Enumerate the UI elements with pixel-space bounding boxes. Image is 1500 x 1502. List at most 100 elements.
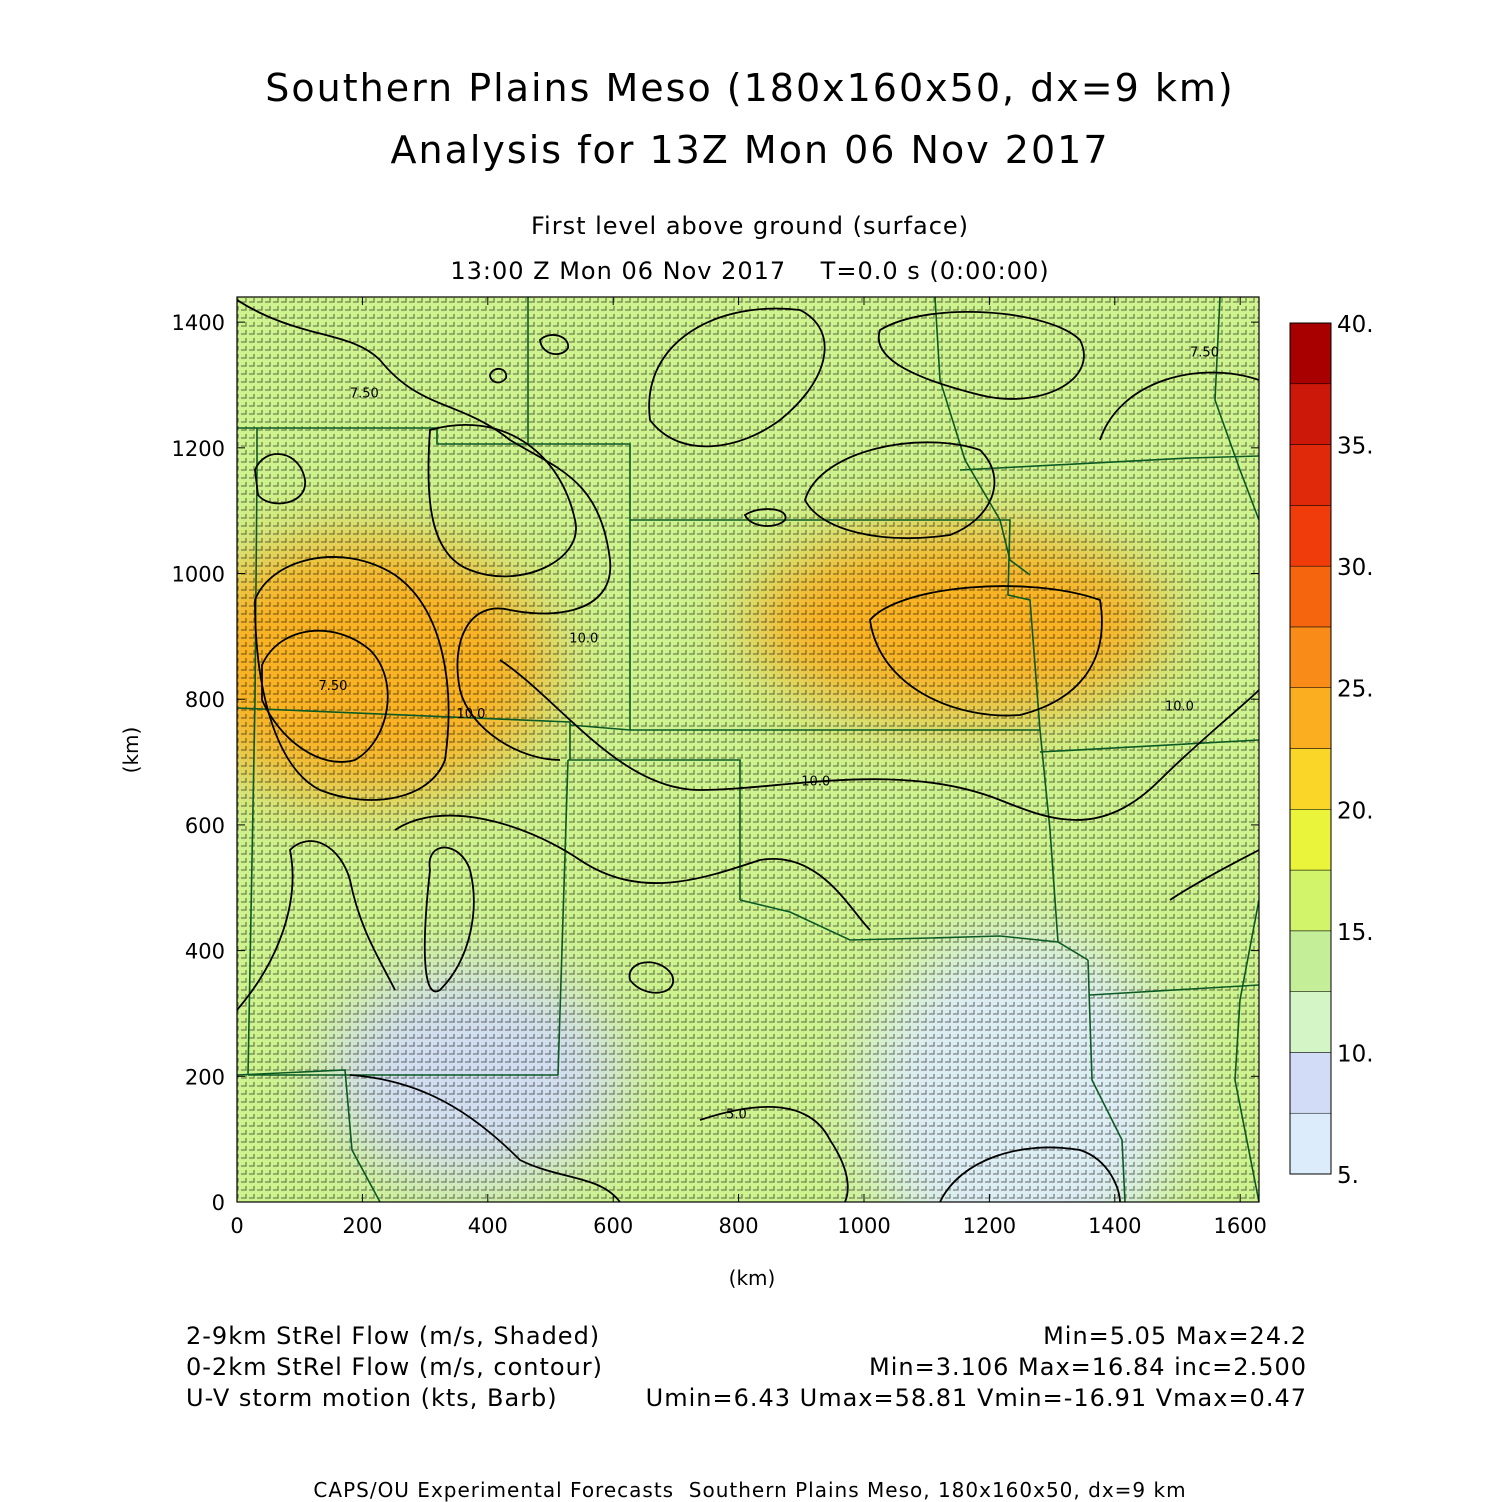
state-boundary <box>569 724 1040 731</box>
contour-line <box>648 307 826 448</box>
state-boundary <box>739 899 1089 961</box>
contour-line <box>699 1106 849 1202</box>
colorbar-swatch <box>1289 687 1332 749</box>
contour-line <box>743 508 787 527</box>
legend-barb-stats: Umin=6.43 Umax=58.81 Vmin=-16.91 Vmax=0.… <box>645 1384 1307 1412</box>
colorbar-swatch <box>1289 748 1332 810</box>
colorbar-tick-label: 30. <box>1337 555 1374 581</box>
colorbar-tick-label: 5. <box>1337 1163 1359 1189</box>
y-tick-label: 0 <box>212 1191 225 1215</box>
contour-line <box>628 961 675 994</box>
contour-line <box>427 424 577 578</box>
y-axis-label: (km) <box>119 727 143 774</box>
state-boundary <box>1234 899 1259 1202</box>
colorbar-tick-label: 40. <box>1337 312 1374 338</box>
legend-contour-stats: Min=3.106 Max=16.84 inc=2.500 <box>869 1353 1307 1381</box>
y-tick-label: 400 <box>185 940 225 964</box>
contour-line <box>237 840 396 1011</box>
colorbar-swatch <box>1289 930 1332 992</box>
y-tick-label: 200 <box>185 1065 225 1089</box>
wind-barbs <box>237 297 1259 1202</box>
state-boundary <box>237 707 571 760</box>
x-tick-label: 1000 <box>837 1214 890 1238</box>
x-axis-ticks: 0 200 400 600 800 1000 1200 1400 1600 <box>230 297 1267 1238</box>
colorbar-swatch <box>1289 1112 1332 1175</box>
contour-label: 10.0 <box>801 774 830 789</box>
level-subtitle: First level above ground (surface) <box>530 212 970 240</box>
contour-line <box>804 441 996 539</box>
colorbar-frame <box>1289 322 1332 1175</box>
colorbar: 5. 10. 15. 20. 25. 30. 35. 40. <box>1289 312 1374 1189</box>
contour-line <box>1099 371 1259 441</box>
colorbar-tick-label: 25. <box>1337 677 1374 703</box>
colorbar-swatch <box>1289 869 1332 932</box>
map-title-line1: Southern Plains Meso (180x160x50, dx=9 k… <box>265 66 1235 110</box>
y-tick-label: 1200 <box>172 437 225 461</box>
x-tick-label: 1400 <box>1088 1214 1141 1238</box>
state-boundary <box>1039 739 1259 753</box>
state-boundary <box>237 1069 381 1202</box>
contour-line <box>489 368 507 384</box>
contour-line <box>1169 849 1259 901</box>
contour-labels: 7.50 10.0 7.50 10.0 10.0 7.50 10.0 5.0 <box>319 346 1219 1123</box>
contour-line <box>939 1146 1121 1202</box>
legend-shaded-label: 2-9km StRel Flow (m/s, Shaded) <box>186 1322 601 1350</box>
y-tick-label: 1400 <box>172 311 225 335</box>
state-boundary <box>1089 984 1259 996</box>
state-boundary <box>1087 959 1126 1202</box>
x-tick-label: 600 <box>593 1214 633 1238</box>
colorbar-swatch <box>1289 444 1332 506</box>
colorbar-swatch <box>1289 383 1332 445</box>
x-tick-label: 800 <box>719 1214 759 1238</box>
colorbar-tick-label: 35. <box>1337 434 1374 460</box>
state-boundary <box>557 759 569 1076</box>
contour-label: 7.50 <box>350 387 379 402</box>
contour-line <box>877 311 1085 400</box>
legend-contour-label: 0-2km StRel Flow (m/s, contour) <box>186 1353 604 1381</box>
colorbar-swatch <box>1289 809 1332 871</box>
time-subtitle: 13:00 Z Mon 06 Nov 2017 T=0.0 s (0:00:00… <box>450 257 1050 285</box>
map-area: 7.50 10.0 7.50 10.0 10.0 7.50 10.0 5.0 <box>237 297 1259 1202</box>
contour-line <box>539 334 569 355</box>
x-tick-label: 400 <box>468 1214 508 1238</box>
y-axis-ticks: 0 200 400 600 800 1000 1200 1400 <box>172 311 1259 1215</box>
colorbar-tick-label: 15. <box>1337 920 1374 946</box>
x-tick-label: 1600 <box>1213 1214 1266 1238</box>
contour-line <box>237 299 612 761</box>
state-boundary <box>934 297 1031 576</box>
legend-shaded-stats: Min=5.05 Max=24.2 <box>1043 1322 1307 1350</box>
contour-line <box>869 585 1103 717</box>
credit-line: CAPS/OU Experimental Forecasts Southern … <box>313 1478 1187 1502</box>
state-boundary <box>630 519 1059 943</box>
x-tick-label: 0 <box>230 1214 243 1238</box>
contour-line <box>254 556 450 801</box>
colorbar-swatch <box>1289 626 1332 688</box>
plot-frame <box>236 296 1260 1203</box>
x-tick-label: 200 <box>342 1214 382 1238</box>
colorbar-tick-label: 10. <box>1337 1041 1374 1067</box>
state-boundary <box>568 759 741 900</box>
state-boundary <box>237 427 631 730</box>
colorbar-swatch <box>1289 505 1332 567</box>
x-tick-label: 1200 <box>963 1214 1016 1238</box>
colorbar-tick-label: 20. <box>1337 798 1374 824</box>
contour-line <box>254 453 306 505</box>
colorbar-swatch <box>1289 1052 1332 1114</box>
contour-label: 10.0 <box>1165 700 1194 715</box>
y-tick-label: 800 <box>185 688 225 712</box>
colorbar-swatch <box>1289 991 1332 1053</box>
contour-line <box>499 659 1259 821</box>
contour-line <box>349 1074 621 1202</box>
contour-line <box>423 846 475 993</box>
y-tick-label: 600 <box>185 814 225 838</box>
map-title-line2: Analysis for 13Z Mon 06 Nov 2017 <box>390 128 1110 172</box>
contour-lines <box>237 299 1259 1202</box>
contour-label: 7.50 <box>319 679 348 694</box>
x-axis-label: (km) <box>729 1266 776 1290</box>
contour-label: 7.50 <box>1190 346 1219 361</box>
contour-line <box>261 629 389 763</box>
state-boundaries <box>237 297 1259 1202</box>
contour-label: 10.0 <box>456 707 485 722</box>
y-tick-label: 1000 <box>172 563 225 587</box>
